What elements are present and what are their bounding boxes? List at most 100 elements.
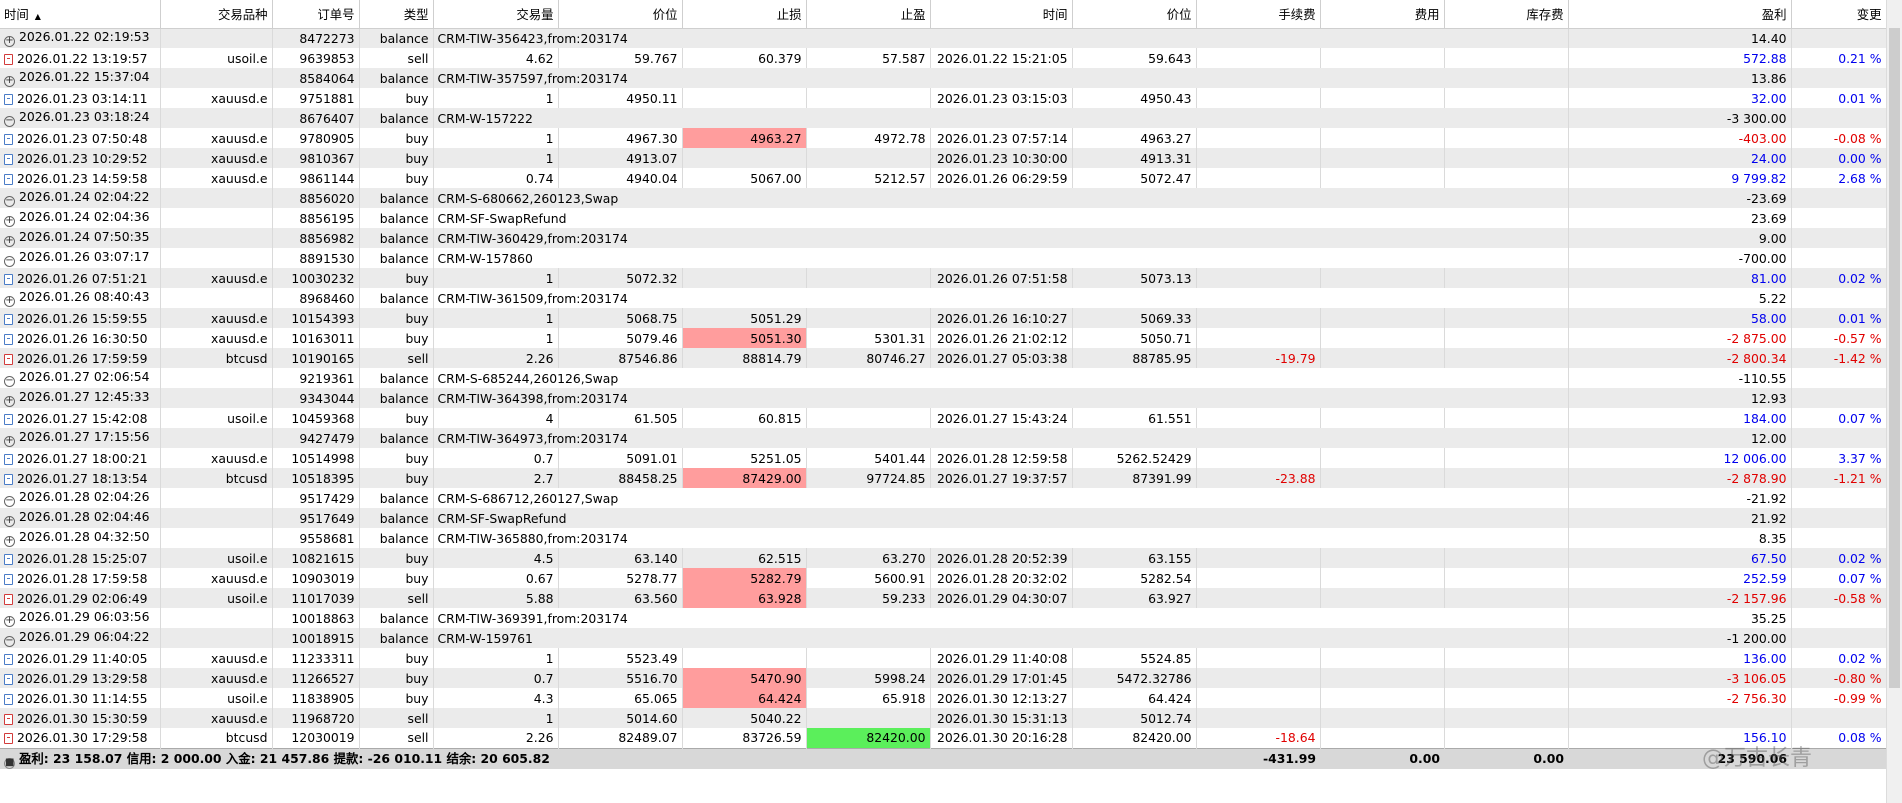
- buy-deal-icon[interactable]: [4, 333, 13, 345]
- buy-deal-icon[interactable]: [4, 473, 13, 485]
- scrollbar-thumb[interactable]: [1889, 28, 1900, 688]
- withdraw-minus-icon[interactable]: −: [4, 375, 15, 387]
- cell-sl: 5051.29: [682, 308, 807, 328]
- buy-deal-icon[interactable]: [4, 653, 13, 665]
- table-row[interactable]: −2026.01.26 03:07:17 8891530 balance CRM-W-…: [0, 248, 1887, 268]
- col-header-order[interactable]: 订单号: [272, 0, 360, 29]
- table-row[interactable]: 2026.01.23 03:14:11 xauusd.e 9751881 buy 1 49…: [0, 88, 1887, 108]
- table-row[interactable]: +2026.01.22 15:37:04 8584064 balance CRM-TI…: [0, 68, 1887, 88]
- buy-deal-icon[interactable]: [4, 673, 13, 685]
- cell-commission: [1196, 168, 1321, 188]
- withdraw-minus-icon[interactable]: −: [4, 255, 15, 267]
- table-row[interactable]: −2026.01.23 03:18:24 8676407 balance CRM-W-…: [0, 108, 1887, 128]
- table-row[interactable]: 2026.01.26 16:30:50 xauusd.e 10163011 buy 1 5…: [0, 328, 1887, 348]
- table-row[interactable]: +2026.01.24 07:50:35 8856982 balance CRM-TI…: [0, 228, 1887, 248]
- deposit-plus-icon[interactable]: +: [4, 215, 15, 227]
- col-header-change[interactable]: 变更: [1791, 0, 1887, 29]
- cell-comment: CRM-W-159761: [433, 628, 1569, 648]
- cell-type: buy: [359, 568, 434, 588]
- table-row[interactable]: +2026.01.28 04:32:50 9558681 balance CRM-TI…: [0, 528, 1887, 548]
- table-row[interactable]: 2026.01.23 07:50:48 xauusd.e 9780905 buy 1 49…: [0, 128, 1887, 148]
- table-row[interactable]: −2026.01.29 06:04:22 10018915 balance CRM-W…: [0, 628, 1887, 648]
- table-row[interactable]: 2026.01.23 10:29:52 xauusd.e 9810367 buy 1 49…: [0, 148, 1887, 168]
- table-row[interactable]: 2026.01.27 18:00:21 xauusd.e 10514998 buy 0.…: [0, 448, 1887, 468]
- table-row[interactable]: +2026.01.27 12:45:33 9343044 balance CRM-TI…: [0, 388, 1887, 408]
- col-header-profit[interactable]: 盈利: [1568, 0, 1792, 29]
- table-row[interactable]: 2026.01.30 15:30:59 xauusd.e 11968720 sell 1…: [0, 708, 1887, 728]
- sell-deal-icon[interactable]: [4, 733, 13, 745]
- col-header-sl[interactable]: 止损: [682, 0, 807, 29]
- table-row[interactable]: 2026.01.26 15:59:55 xauusd.e 10154393 buy 1 5…: [0, 308, 1887, 328]
- cell-fee: [1320, 348, 1445, 368]
- buy-deal-icon[interactable]: [4, 693, 13, 705]
- col-header-tp[interactable]: 止盈: [806, 0, 931, 29]
- deposit-plus-icon[interactable]: +: [4, 235, 15, 247]
- table-row[interactable]: 2026.01.26 17:59:59 btcusd 10190165 sell 2.2…: [0, 348, 1887, 368]
- col-header-type[interactable]: 类型: [359, 0, 434, 29]
- table-row[interactable]: 2026.01.26 07:51:21 xauusd.e 10030232 buy 1 5…: [0, 268, 1887, 288]
- buy-deal-icon[interactable]: [4, 133, 13, 145]
- deposit-plus-icon[interactable]: +: [4, 615, 15, 627]
- table-row[interactable]: 2026.01.29 13:29:58 xauusd.e 11266527 buy 0.…: [0, 668, 1887, 688]
- col-header-swap[interactable]: 库存费: [1444, 0, 1569, 29]
- table-row[interactable]: 2026.01.23 14:59:58 xauusd.e 9861144 buy 0.7…: [0, 168, 1887, 188]
- col-header-symbol[interactable]: 交易品种: [160, 0, 273, 29]
- cell-type: balance: [359, 208, 434, 228]
- buy-deal-icon[interactable]: [4, 153, 13, 165]
- sell-deal-icon[interactable]: [4, 593, 13, 605]
- buy-deal-icon[interactable]: [4, 553, 13, 565]
- cell-commission: [1196, 328, 1321, 348]
- withdraw-minus-icon[interactable]: −: [4, 635, 15, 647]
- buy-deal-icon[interactable]: [4, 413, 13, 425]
- table-row[interactable]: +2026.01.27 17:15:56 9427479 balance CRM-TI…: [0, 428, 1887, 448]
- table-row[interactable]: 2026.01.29 11:40:05 xauusd.e 11233311 buy 1 5…: [0, 648, 1887, 668]
- buy-deal-icon[interactable]: [4, 273, 13, 285]
- table-row[interactable]: +2026.01.29 06:03:56 10018863 balance CRM-T…: [0, 608, 1887, 628]
- col-header-time[interactable]: 时间 ▲: [0, 0, 161, 29]
- table-row[interactable]: −2026.01.28 02:04:26 9517429 balance CRM-S-…: [0, 488, 1887, 508]
- cell-change: 0.08 %: [1791, 728, 1887, 748]
- buy-deal-icon[interactable]: [4, 453, 13, 465]
- table-row[interactable]: 2026.01.27 15:42:08 usoil.e 10459368 buy 4 61…: [0, 408, 1887, 428]
- withdraw-minus-icon[interactable]: −: [4, 495, 15, 507]
- deposit-plus-icon[interactable]: +: [4, 295, 15, 307]
- table-row[interactable]: 2026.01.28 15:25:07 usoil.e 10821615 buy 4.5…: [0, 548, 1887, 568]
- col-header-commission[interactable]: 手续费: [1196, 0, 1321, 29]
- table-row[interactable]: 2026.01.30 11:14:55 usoil.e 11838905 buy 4.3…: [0, 688, 1887, 708]
- deposit-plus-icon[interactable]: +: [4, 535, 15, 547]
- table-row[interactable]: 2026.01.30 17:29:58 btcusd 12030019 sell 2.2…: [0, 728, 1887, 748]
- table-row[interactable]: 2026.01.29 02:06:49 usoil.e 11017039 sell 5.…: [0, 588, 1887, 608]
- deposit-plus-icon[interactable]: +: [4, 35, 15, 48]
- cell-sl: 5282.79: [682, 568, 807, 588]
- sell-deal-icon[interactable]: [4, 53, 13, 65]
- col-header-price[interactable]: 价位: [558, 0, 683, 29]
- table-row[interactable]: +2026.01.26 08:40:43 8968460 balance CRM-TI…: [0, 288, 1887, 308]
- table-row[interactable]: +2026.01.28 02:04:46 9517649 balance CRM-SF…: [0, 508, 1887, 528]
- col-header-close-price[interactable]: 价位: [1072, 0, 1197, 29]
- deposit-plus-icon[interactable]: +: [4, 515, 15, 527]
- deposit-plus-icon[interactable]: +: [4, 435, 15, 447]
- withdraw-minus-icon[interactable]: −: [4, 195, 15, 207]
- table-row[interactable]: +2026.01.24 02:04:36 8856195 balance CRM-SF…: [0, 208, 1887, 228]
- table-row[interactable]: 2026.01.22 13:19:57 usoil.e 9639853 sell 4.6…: [0, 48, 1887, 68]
- cell-tp: 82420.00: [806, 728, 931, 748]
- table-row[interactable]: 2026.01.28 17:59:58 xauusd.e 10903019 buy 0.…: [0, 568, 1887, 588]
- buy-deal-icon[interactable]: [4, 173, 13, 185]
- table-row[interactable]: −2026.01.27 02:06:54 9219361 balance CRM-S-…: [0, 368, 1887, 388]
- deposit-plus-icon[interactable]: +: [4, 75, 15, 87]
- deposit-plus-icon[interactable]: +: [4, 395, 15, 407]
- buy-deal-icon[interactable]: [4, 313, 13, 325]
- col-header-fee[interactable]: 费用: [1320, 0, 1445, 29]
- withdraw-minus-icon[interactable]: −: [4, 115, 15, 127]
- table-row[interactable]: 2026.01.27 18:13:54 btcusd 10518395 buy 2.7 8…: [0, 468, 1887, 488]
- buy-deal-icon[interactable]: [4, 93, 13, 105]
- vertical-scrollbar[interactable]: [1886, 0, 1902, 803]
- sell-deal-icon[interactable]: [4, 713, 13, 725]
- summary-text: 盈利: 23 158.07 信用: 2 000.00 入金: 21 457.86…: [19, 750, 550, 766]
- col-header-volume[interactable]: 交易量: [433, 0, 559, 29]
- sell-deal-icon[interactable]: [4, 353, 13, 365]
- buy-deal-icon[interactable]: [4, 573, 13, 585]
- col-header-close-time[interactable]: 时间: [930, 0, 1073, 29]
- table-row[interactable]: +2026.01.22 02:19:53 8472273 balance CRM-TI…: [0, 28, 1887, 48]
- table-row[interactable]: −2026.01.24 02:04:22 8856020 balance CRM-S-…: [0, 188, 1887, 208]
